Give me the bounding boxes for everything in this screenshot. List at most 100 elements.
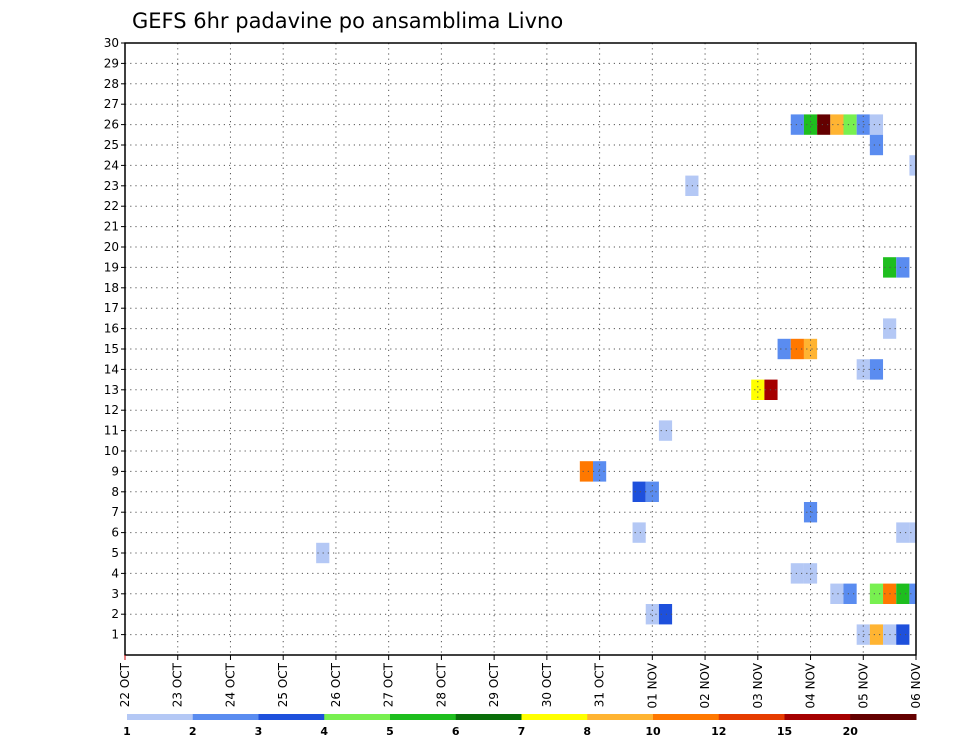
colorbar-swatch: [390, 714, 457, 720]
x-axis: 22 OCT 23 OCT 24 OCT 25 OCT 26 OCT 27 OCT 28 O…: [118, 655, 923, 709]
x-tick-label: 26 OCT: [329, 662, 343, 707]
x-tick-label: 22 OCT: [118, 662, 132, 707]
grid-lines: [125, 43, 916, 655]
x-tick-label: 06 NOV: [909, 662, 923, 708]
x-tick-label: 24 OCT: [223, 662, 237, 707]
x-tick-label: 23 OCT: [171, 662, 185, 707]
colorbar-swatch: [653, 714, 720, 720]
y-tick-label: 11: [104, 424, 119, 438]
colorbar-label: 8: [583, 725, 591, 738]
y-tick-label: 17: [104, 301, 119, 315]
colorbar-label: 4: [320, 725, 328, 738]
y-tick-label: 28: [104, 77, 119, 91]
x-tick-label: 25 OCT: [276, 662, 290, 707]
y-tick-label: 4: [111, 566, 119, 580]
precip-cell: [645, 481, 659, 502]
colorbar-swatch: [784, 714, 851, 720]
y-tick-label: 30: [104, 36, 119, 50]
y-tick-label: 19: [104, 260, 119, 274]
precip-cell: [909, 522, 916, 543]
colorbar-label: 2: [189, 725, 197, 738]
y-tick-label: 15: [104, 342, 119, 356]
y-tick-label: 25: [104, 138, 119, 152]
x-tick-label: 27 OCT: [382, 662, 396, 707]
colorbar-swatch: [455, 714, 522, 720]
x-tick-label: 01 NOV: [645, 662, 659, 708]
colorbar-label: 10: [645, 725, 661, 738]
precip-cells: [316, 114, 916, 645]
colorbar-swatch: [718, 714, 785, 720]
y-tick-label: 8: [111, 485, 119, 499]
y-tick-label: 26: [104, 118, 119, 132]
precip-cell: [869, 624, 884, 645]
precip-cell: [830, 114, 844, 135]
y-tick-label: 21: [104, 220, 119, 234]
y-tick-label: 29: [104, 56, 119, 70]
colorbar-swatch: [587, 714, 654, 720]
colorbar-label: 6: [452, 725, 460, 738]
y-tick-label: 22: [104, 199, 119, 213]
y-tick-label: 12: [104, 403, 119, 417]
x-tick-label: 02 NOV: [698, 662, 712, 708]
colorbar-swatch: [258, 714, 325, 720]
y-tick-label: 18: [104, 281, 119, 295]
precip-cell: [909, 155, 916, 176]
precip-cell: [856, 624, 870, 645]
colorbar-swatch: [850, 714, 917, 720]
x-tick-label: 04 NOV: [804, 662, 818, 708]
y-tick-label: 7: [111, 505, 119, 519]
colorbar-label: 5: [386, 725, 394, 738]
y-tick-label: 10: [104, 444, 119, 458]
precip-cell: [896, 624, 910, 645]
y-tick-label: 24: [104, 158, 119, 172]
precip-cell: [843, 583, 857, 604]
y-tick-label: 16: [104, 322, 119, 336]
precip-cell: [843, 114, 857, 135]
x-tick-label: 29 OCT: [487, 662, 501, 707]
precip-cell: [632, 522, 646, 543]
colorbar-label: 7: [518, 725, 526, 738]
precip-cell: [579, 461, 594, 482]
precip-cell: [803, 338, 818, 360]
precip-cell: [751, 379, 765, 400]
precip-cell: [817, 114, 831, 135]
precip-cell: [869, 583, 884, 604]
colorbar-swatch: [192, 714, 259, 720]
colorbar-label: 3: [255, 725, 263, 738]
y-axis: 1234567891011121314151617181920212223242…: [104, 36, 125, 642]
precip-cell: [909, 583, 916, 604]
colorbar-swatch: [324, 714, 391, 720]
y-tick-label: 14: [104, 362, 119, 376]
colorbar: 1 2 3 4 5 6 7 8 10 12 15 20: [123, 714, 917, 738]
y-tick-label: 23: [104, 179, 119, 193]
colorbar-label: 12: [711, 725, 726, 738]
precip-cell: [803, 114, 818, 135]
y-tick-label: 6: [111, 526, 119, 540]
x-tick-label: 31 OCT: [593, 662, 607, 707]
y-tick-label: 3: [111, 587, 119, 601]
precip-cell: [790, 338, 804, 360]
precip-cell: [856, 359, 870, 380]
precip-cell: [645, 604, 659, 625]
precip-cell: [830, 583, 844, 604]
colorbar-label: 15: [777, 725, 792, 738]
precip-cell: [856, 114, 870, 135]
precip-cell: [869, 359, 884, 380]
y-tick-label: 1: [111, 628, 119, 642]
precip-cell: [658, 420, 673, 441]
precip-cell: [790, 114, 804, 135]
y-tick-label: 2: [111, 607, 119, 621]
y-tick-label: 5: [111, 546, 119, 560]
precip-cell: [896, 257, 910, 278]
x-tick-label: 05 NOV: [856, 662, 870, 708]
x-tick-label: 03 NOV: [751, 662, 765, 708]
precip-cell: [658, 604, 673, 625]
colorbar-swatch: [127, 714, 194, 720]
y-tick-label: 9: [111, 464, 119, 478]
precip-cell: [896, 522, 910, 543]
precip-cell: [777, 338, 791, 360]
colorbar-label: 20: [843, 725, 859, 738]
precip-cell: [593, 461, 607, 482]
x-tick-label: 28 OCT: [434, 662, 448, 707]
